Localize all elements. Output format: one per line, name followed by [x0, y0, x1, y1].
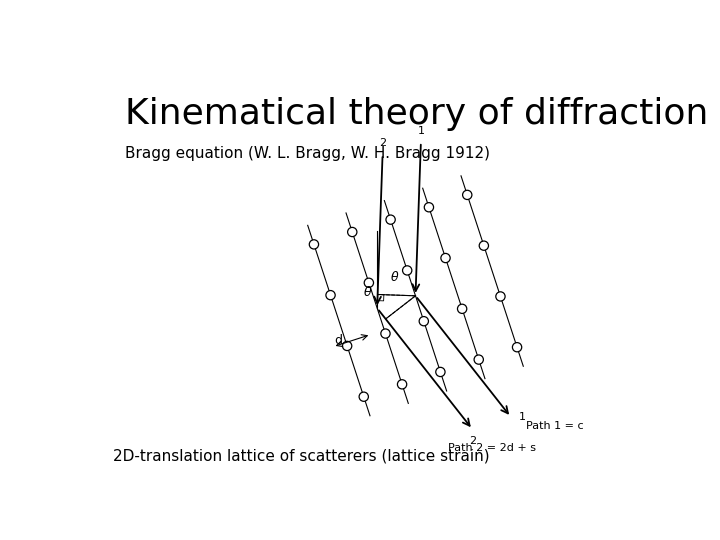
Text: θ: θ	[391, 271, 399, 284]
Circle shape	[386, 215, 395, 224]
Circle shape	[397, 380, 407, 389]
Circle shape	[474, 355, 483, 364]
Circle shape	[457, 304, 467, 313]
Circle shape	[310, 240, 318, 249]
Text: 2: 2	[469, 436, 476, 446]
Text: 2: 2	[379, 138, 386, 148]
Text: 1: 1	[518, 412, 526, 422]
Text: Bragg equation (W. L. Bragg, W. H. Bragg 1912): Bragg equation (W. L. Bragg, W. H. Bragg…	[125, 146, 490, 161]
Circle shape	[419, 316, 428, 326]
Circle shape	[513, 342, 522, 352]
Circle shape	[402, 266, 412, 275]
Circle shape	[496, 292, 505, 301]
Text: Path 1 = c: Path 1 = c	[526, 421, 584, 431]
Text: 1: 1	[418, 126, 424, 136]
Text: Path 2 = 2d + s: Path 2 = 2d + s	[448, 443, 536, 454]
Text: d: d	[335, 334, 343, 347]
Circle shape	[480, 241, 488, 250]
Circle shape	[359, 392, 369, 401]
Text: 2D-translation lattice of scatterers (lattice strain): 2D-translation lattice of scatterers (la…	[113, 448, 490, 463]
Circle shape	[441, 253, 450, 262]
Circle shape	[436, 367, 445, 376]
Circle shape	[343, 341, 352, 350]
Circle shape	[424, 202, 433, 212]
Circle shape	[326, 291, 336, 300]
Text: Kinematical theory of diffraction: Kinematical theory of diffraction	[125, 97, 708, 131]
Circle shape	[364, 278, 374, 287]
Circle shape	[348, 227, 357, 237]
Text: θ: θ	[364, 286, 371, 299]
Circle shape	[381, 329, 390, 338]
Circle shape	[462, 190, 472, 199]
